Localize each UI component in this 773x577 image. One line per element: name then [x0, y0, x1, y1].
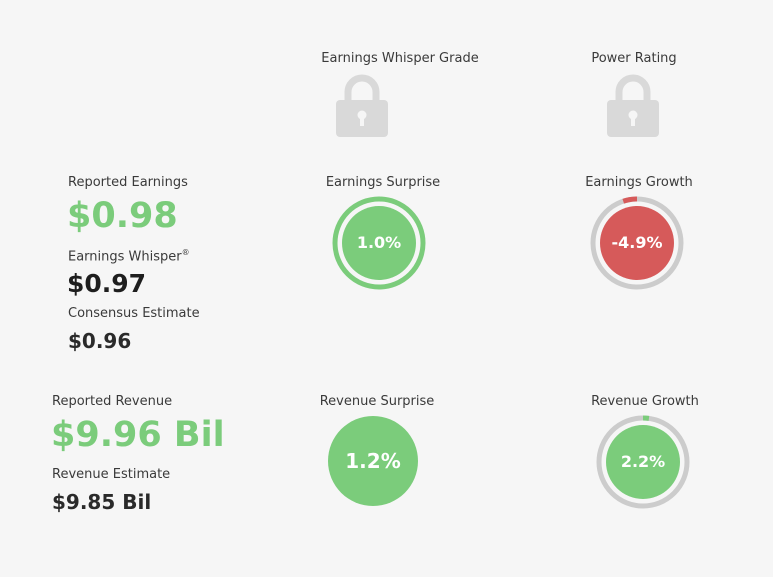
earnings-surprise-gauge: 1.0% [332, 196, 426, 290]
reported-earnings-value: $0.98 [67, 196, 178, 236]
revenue-surprise-value: 1.2% [345, 449, 400, 473]
earnings-whisper-label: Earnings Whisper® [68, 248, 190, 265]
registered-mark: ® [181, 248, 190, 257]
earnings-whisper-value: $0.97 [67, 269, 147, 298]
earnings-growth-label: Earnings Growth [585, 175, 693, 190]
revenue-growth-label: Revenue Growth [591, 394, 699, 409]
reported-earnings-label: Reported Earnings [68, 175, 188, 190]
earnings-growth-value: -4.9% [611, 233, 662, 252]
earnings-surprise-label: Earnings Surprise [325, 175, 441, 190]
earnings-growth-gauge: -4.9% [590, 196, 684, 290]
reported-revenue-value: $9.96 Bil [51, 415, 225, 455]
revenue-estimate-value: $9.85 Bil [52, 490, 152, 514]
consensus-estimate-value: $0.96 [68, 329, 132, 353]
reported-revenue-label: Reported Revenue [52, 394, 173, 409]
power-rating-header: Power Rating [591, 51, 677, 66]
lock-icon [607, 74, 659, 137]
revenue-growth-value: 2.2% [621, 452, 665, 471]
revenue-growth-gauge: 2.2% [596, 415, 690, 509]
revenue-surprise-label: Revenue Surprise [319, 394, 435, 409]
grade-header: Earnings Whisper Grade [321, 51, 479, 66]
consensus-estimate-label: Consensus Estimate [68, 306, 200, 321]
lock-icon [336, 74, 388, 137]
earnings-surprise-value: 1.0% [357, 233, 401, 252]
revenue-estimate-label: Revenue Estimate [52, 467, 171, 482]
revenue-surprise-gauge: 1.2% [328, 416, 418, 506]
